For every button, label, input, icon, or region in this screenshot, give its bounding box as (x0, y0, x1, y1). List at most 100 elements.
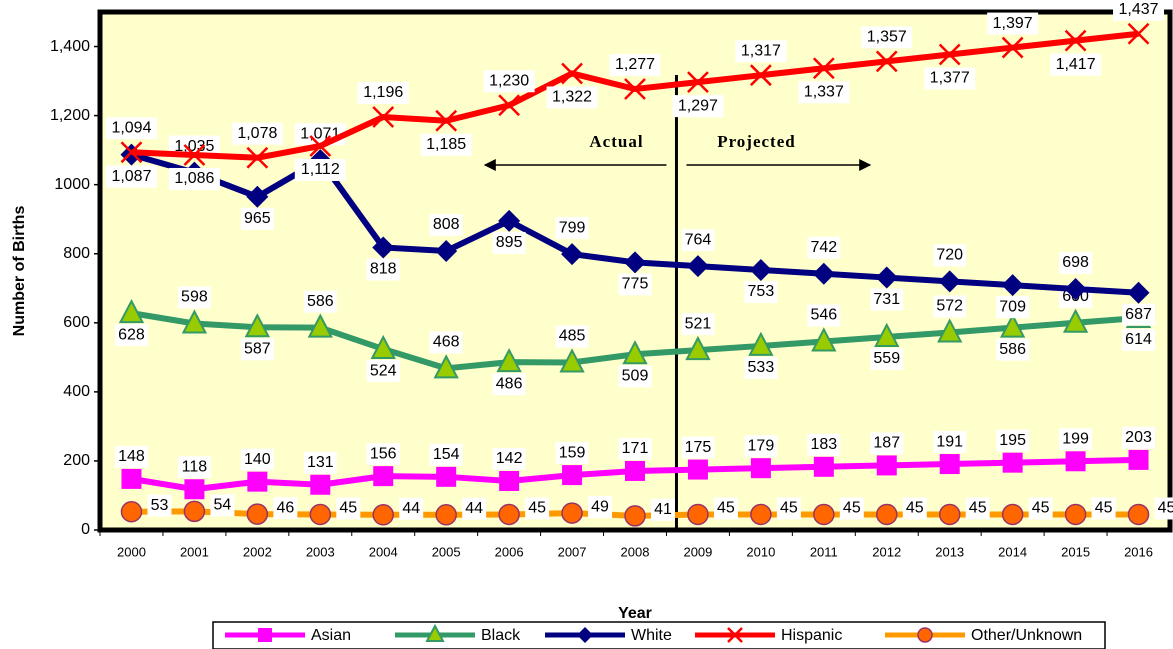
data-label: 818 (370, 261, 397, 278)
data-label: 1,196 (363, 84, 403, 101)
label-bg (555, 217, 589, 240)
data-label: 45 (528, 500, 546, 517)
label-bg (807, 236, 841, 259)
y-tick-label: 800 (63, 245, 90, 262)
label-bg (273, 497, 298, 520)
marker (876, 455, 897, 476)
y-tick-label: 600 (63, 314, 90, 331)
marker (246, 503, 269, 525)
marker (938, 503, 961, 526)
data-label: 509 (622, 367, 649, 384)
data-label: 1,035 (174, 138, 214, 155)
data-label: 195 (999, 432, 1026, 449)
marker (425, 623, 445, 642)
data-label: 965 (244, 210, 271, 227)
data-label: 1,112 (301, 161, 340, 178)
label-bg (1059, 428, 1093, 451)
data-label: 587 (244, 341, 271, 358)
data-label: 44 (402, 500, 420, 517)
label-bg (870, 347, 904, 370)
data-label: 1,185 (426, 136, 466, 153)
label-bg (996, 338, 1030, 361)
marker (436, 466, 457, 487)
data-label: 142 (496, 450, 523, 467)
label-bg (240, 207, 274, 230)
label-bg (168, 167, 220, 190)
data-label: 524 (370, 362, 397, 379)
label-bg (303, 290, 337, 313)
label-bg (240, 448, 274, 471)
series: 628 598 587 586 524 468 486 485 509 521 533 546 559 5… (114, 285, 1156, 396)
marker (813, 503, 835, 526)
x-tick-label: 2004 (369, 544, 398, 559)
data-label: 687 (1125, 306, 1152, 323)
data-label: 45 (969, 500, 987, 517)
label-bg (861, 26, 913, 49)
data-label: 45 (780, 500, 798, 517)
label-bg (294, 158, 346, 181)
marker (813, 456, 834, 477)
data-label: 45 (843, 500, 861, 517)
data-label: 598 (181, 289, 208, 306)
label-bg (366, 443, 400, 466)
y-tick-label: 400 (63, 383, 90, 400)
data-label: 1,086 (174, 170, 214, 187)
marker (1127, 281, 1150, 304)
marker (622, 340, 648, 365)
label-bg (1113, 0, 1165, 21)
data-label: 1,357 (867, 29, 907, 46)
x-tick-label: 2010 (746, 544, 775, 559)
data-label: 1,297 (678, 97, 718, 114)
x-tick-label: 2009 (683, 544, 712, 559)
label-bg (492, 447, 526, 470)
marker (372, 106, 395, 128)
data-label: 131 (307, 454, 334, 471)
marker (1065, 451, 1086, 472)
marker (1064, 277, 1087, 300)
label-bg (798, 81, 850, 104)
data-label: 1,437 (1119, 1, 1159, 18)
data-label: 1,377 (930, 70, 970, 87)
marker (498, 503, 520, 526)
label-bg (996, 429, 1030, 452)
label-bg (1028, 497, 1053, 520)
data-label: 45 (339, 500, 357, 517)
label-bg (114, 324, 148, 347)
label-bg (429, 443, 463, 466)
legend-label: Black (481, 627, 521, 644)
label-bg (429, 331, 463, 354)
data-label: 45 (906, 500, 924, 517)
marker (939, 454, 960, 475)
marker (247, 471, 268, 492)
marker (812, 57, 835, 80)
x-tick-label: 2014 (998, 544, 1027, 559)
label-bg (744, 280, 778, 303)
data-label: 156 (370, 445, 397, 462)
marker (559, 348, 585, 373)
marker (373, 466, 394, 487)
marker (624, 251, 646, 274)
marker (750, 458, 771, 479)
marker (1127, 503, 1150, 526)
label-bg (303, 451, 337, 474)
data-label: 753 (748, 283, 775, 300)
label-bg (902, 497, 927, 520)
data-label: 45 (1095, 500, 1113, 517)
marker (183, 500, 206, 523)
label-bg (987, 12, 1039, 35)
label-bg (735, 40, 787, 63)
marker (938, 43, 961, 66)
label-bg (924, 67, 976, 90)
marker (875, 266, 898, 289)
data-label: 720 (936, 247, 963, 264)
label-bg (420, 133, 472, 156)
label-bg (105, 165, 157, 188)
marker (811, 327, 837, 352)
marker (309, 503, 332, 526)
label-bg (807, 433, 841, 456)
annotation: Actual (589, 132, 643, 151)
marker (937, 318, 963, 343)
marker (244, 313, 271, 338)
legend-label: Asian (311, 627, 351, 644)
